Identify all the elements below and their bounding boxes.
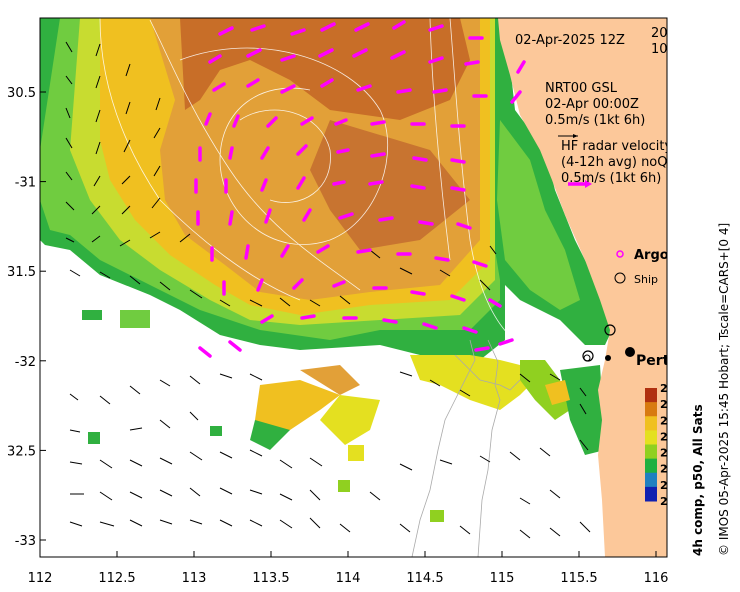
radar-scale-arrow <box>558 134 592 188</box>
perth-label: Perth <box>636 353 679 369</box>
x-tick-label: 115.5 <box>560 571 597 586</box>
ship-markers[interactable] <box>582 324 616 362</box>
ship-label: Ship <box>634 273 658 286</box>
y-tick-label: -32 <box>15 355 36 370</box>
x-tick-label: 114.5 <box>406 571 443 586</box>
credit-text: © IMOS 05-Apr-2025 15:45 Hobart; Tscale=… <box>717 223 731 556</box>
colorbar-swatch <box>645 444 657 460</box>
x-tick-label: 115 <box>490 571 515 586</box>
perth-marker[interactable] <box>605 347 635 361</box>
ship-legend: Ship <box>614 272 658 286</box>
datetime-label: 02-Apr-2025 12Z <box>515 33 625 48</box>
colorbar-tick: 20 <box>660 495 676 508</box>
map-plot-area[interactable]: Argo Ship Perth 02-Apr-2025 12Z 200m 100… <box>40 18 697 557</box>
radar-scale: 0.5m/s (1kt 6h) <box>561 171 661 186</box>
colorbar-tick: 22 <box>660 463 675 476</box>
colorbar-swatch <box>645 430 657 445</box>
colorbar-swatch <box>645 486 657 502</box>
sst-colorbar: 27 26 25 24 23 22 21 20 <box>645 382 676 508</box>
x-axis: 112 112.5 113 113.5 114 114.5 115 115.5 116 <box>28 551 669 586</box>
x-tick-label: 114 <box>336 571 361 586</box>
radar-title: HF radar velocity <box>561 139 673 154</box>
x-tick-label: 116 <box>644 571 669 586</box>
colorbar-swatch <box>645 472 657 488</box>
colorbar-title: 4h comp, p50, All Sats <box>691 404 705 556</box>
model-current-arrows <box>65 41 591 539</box>
sst-field <box>40 18 612 522</box>
colorbar-swatch <box>645 458 657 474</box>
y-tick-label: 31.5 <box>7 265 36 280</box>
model-time: 02-Apr 00:00Z <box>545 97 639 112</box>
colorbar-tick: 21 <box>660 479 675 492</box>
bathymetry-lines <box>411 339 521 557</box>
x-tick-label: 112.5 <box>98 571 135 586</box>
y-tick-label: -33 <box>15 534 36 549</box>
argo-label: Argo <box>634 248 669 263</box>
y-tick-label: 30.5 <box>7 86 36 101</box>
y-tick-label: 32.5 <box>7 444 36 459</box>
x-tick-label: 112 <box>28 571 53 586</box>
model-name: NRT00 GSL <box>545 81 618 96</box>
x-tick-label: 113.5 <box>252 571 289 586</box>
isotherm-contours <box>99 18 521 346</box>
land-mass <box>498 18 667 557</box>
isobath-1000m-label: 1000m <box>651 42 697 57</box>
isobath-200m-label: 200m <box>651 26 688 41</box>
y-tick-label: -31 <box>15 176 36 191</box>
plot-border <box>39 17 668 558</box>
x-tick-label: 113 <box>182 571 207 586</box>
radar-subtitle: (4-12h avg) noQC <box>561 155 677 170</box>
colorbar-tick: 27 <box>660 382 675 395</box>
colorbar-tick: 25 <box>660 414 675 427</box>
model-scale: 0.5m/s (1kt 6h) <box>545 113 645 128</box>
hf-radar-arrows <box>194 20 526 358</box>
argo-legend: Argo <box>616 248 669 263</box>
colorbar-swatch <box>645 416 657 431</box>
colorbar-swatch <box>645 402 657 417</box>
colorbar-tick: 23 <box>660 447 675 460</box>
colorbar-swatch <box>645 388 657 403</box>
colorbar-tick: 26 <box>660 398 676 411</box>
y-axis: 30.5 -31 31.5 -32 32.5 -33 <box>7 86 46 549</box>
colorbar-tick: 24 <box>660 430 676 443</box>
